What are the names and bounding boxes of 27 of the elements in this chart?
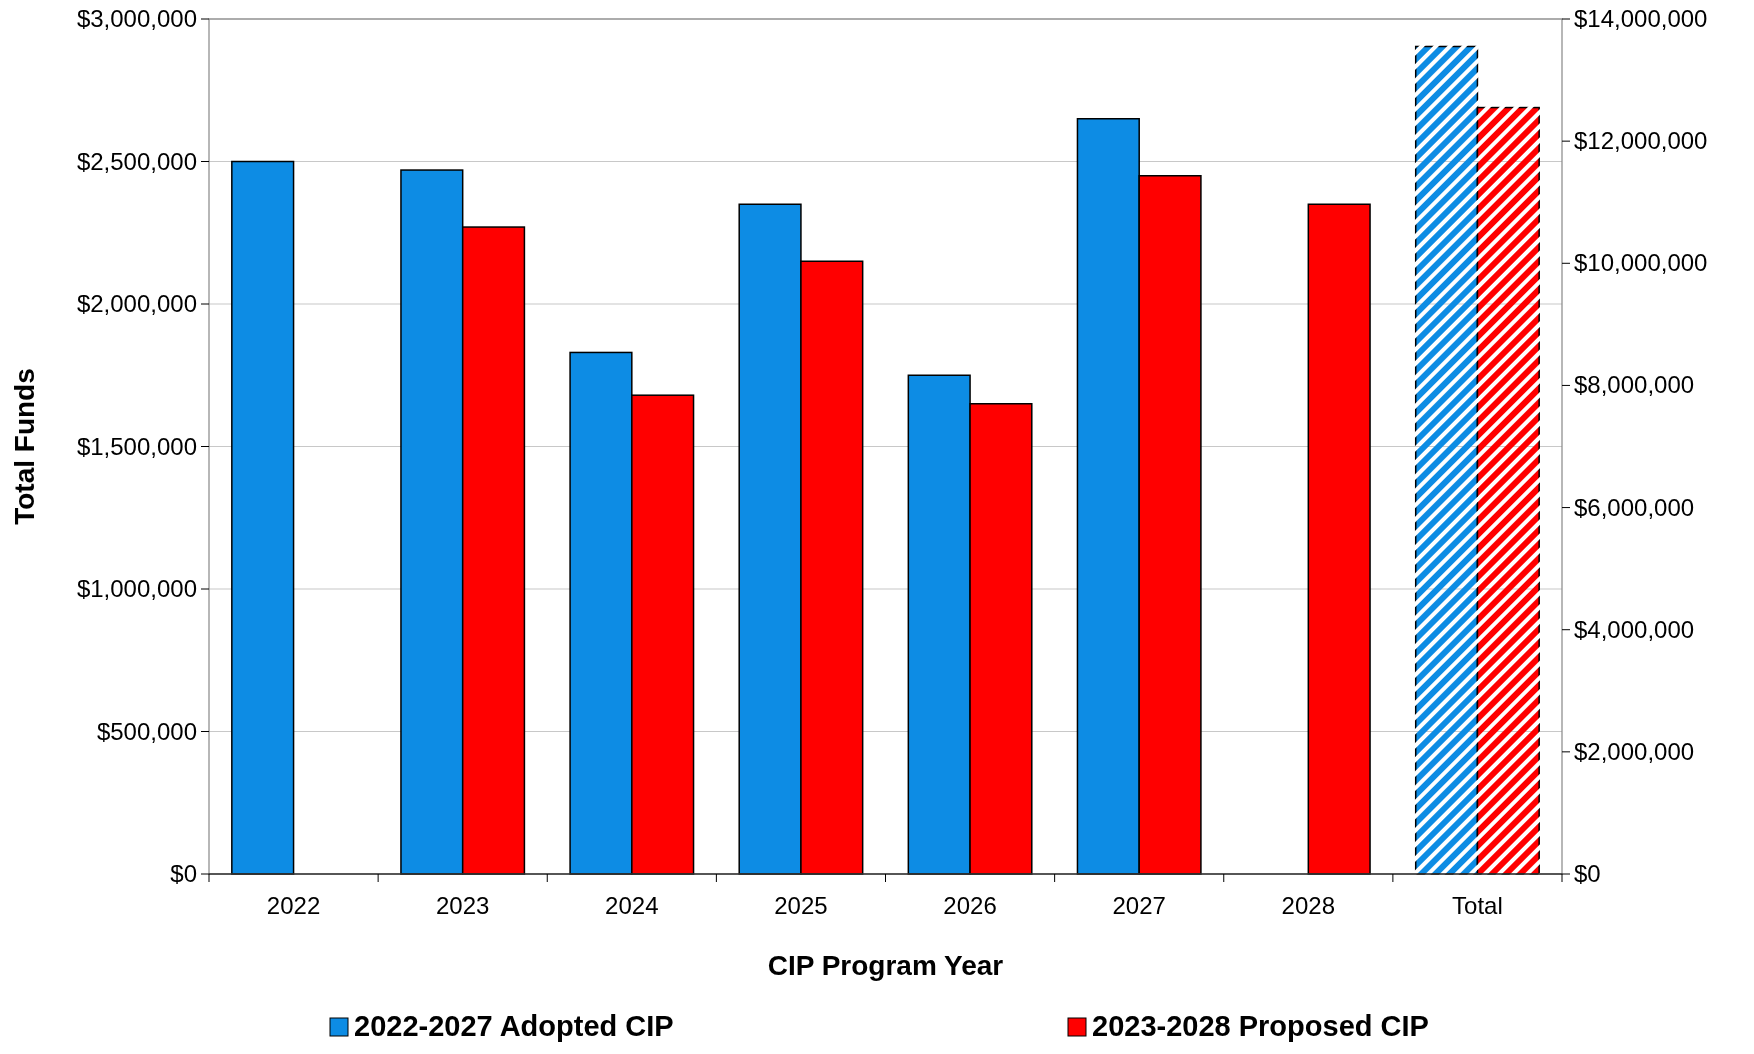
x-tick-label: 2026: [943, 892, 997, 919]
y2-tick-label: $10,000,000: [1574, 249, 1708, 277]
y2-tick-label: $8,000,000: [1574, 371, 1695, 399]
y2-tick-label: $0: [1574, 860, 1601, 887]
legend-label: 2022-2027 Adopted CIP: [354, 1010, 674, 1042]
x-tick-label: Total: [1452, 892, 1503, 919]
y2-tick-label: $4,000,000: [1574, 615, 1695, 643]
x-tick-label: 2023: [435, 892, 490, 919]
x-tick-label: 2025: [774, 892, 828, 919]
x-tick-label: 2028: [1281, 892, 1336, 919]
y-tick-label: $0: [170, 860, 197, 887]
y-tick-label: $1,500,000: [76, 432, 197, 460]
legend-label: 2023-2028 Proposed CIP: [1092, 1010, 1429, 1042]
x-tick-label: 2022: [266, 892, 321, 919]
y-tick-label: $3,000,000: [76, 5, 197, 32]
x-tick-label: 2024: [605, 892, 659, 919]
y-tick-label: $1,000,000: [76, 575, 197, 602]
x-axis-title: CIP Program Year: [767, 950, 1004, 981]
y2-tick-label: $12,000,000: [1574, 127, 1708, 155]
y-tick-label: $2,500,000: [76, 147, 197, 175]
y-axis-title: Total Funds: [9, 368, 40, 525]
y2-tick-label: $14,000,000: [1574, 5, 1708, 32]
x-tick-label: 2027: [1112, 892, 1166, 919]
y2-tick-label: $2,000,000: [1574, 737, 1695, 765]
y-tick-label: $500,000: [96, 717, 197, 745]
y2-tick-label: $6,000,000: [1574, 493, 1695, 521]
y-tick-label: $2,000,000: [76, 290, 197, 317]
